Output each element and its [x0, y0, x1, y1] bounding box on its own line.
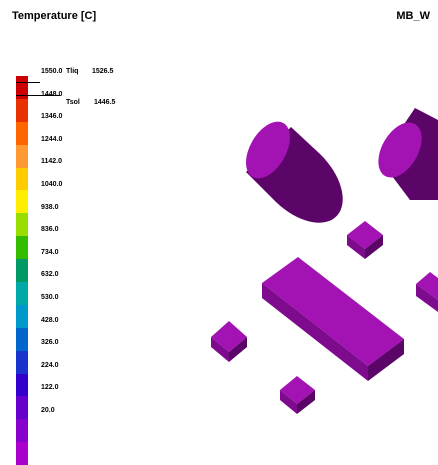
legend-tick-label: 938.0: [41, 203, 59, 211]
legend-color-9: [16, 282, 28, 305]
legend-color-16: [16, 442, 28, 465]
cylinder-part-right[interactable]: [369, 108, 438, 200]
legend-tick-label: 20.0: [41, 407, 55, 414]
legend-color-12: [16, 350, 28, 374]
result-title: Temperature [C]: [12, 10, 97, 22]
legend-tick-label: 122.0: [41, 384, 59, 392]
legend-tick-label: 1040.0: [41, 181, 63, 188]
legend-color-2: [16, 121, 28, 145]
tsol-label: Tsol: [66, 99, 80, 106]
legend-tick-label: 1142.0: [41, 158, 63, 166]
legend-color-13: [16, 373, 28, 397]
legend-color-1: [16, 98, 28, 122]
tsol-marker-line: [16, 95, 60, 96]
legend-color-4: [16, 167, 28, 191]
legend-tick-label: 1346.0: [41, 113, 63, 121]
legend-tick-label: 836.0: [41, 226, 59, 234]
legend-tick-label: 326.0: [41, 339, 59, 347]
legend-tick-label: 1550.0: [41, 68, 63, 75]
legend-color-15: [16, 419, 28, 443]
cylinder-part-left[interactable]: [237, 114, 343, 223]
legend-color-7: [16, 236, 28, 260]
legend-tick-label: 632.0: [41, 271, 59, 279]
legend-color-5: [16, 190, 28, 214]
legend-tick-label: 734.0: [41, 248, 59, 256]
long-bar-part[interactable]: [262, 257, 404, 381]
legend-color-14: [16, 396, 28, 420]
legend-tick-label: 1244.0: [41, 135, 63, 143]
legend-tick-label: 224.0: [41, 361, 59, 369]
legend-color-10: [16, 304, 28, 328]
legend-color-11: [16, 327, 28, 351]
legend-tick-label: 530.0: [41, 294, 59, 301]
tliq-marker-line: [16, 82, 40, 83]
tliq-label: Tliq: [66, 68, 79, 75]
legend-tick-label: 1448.0: [41, 91, 62, 98]
legend-color-3: [16, 144, 28, 168]
small-cube-part-1[interactable]: [347, 221, 383, 259]
case-name: MB_W: [396, 10, 430, 22]
model-viewport[interactable]: [0, 0, 438, 422]
small-cube-part-3[interactable]: [211, 321, 247, 362]
small-cube-part-4[interactable]: [280, 376, 315, 414]
tsol-value: 1446.5: [94, 99, 116, 106]
legend-color-8: [16, 259, 28, 283]
tliq-value: 1526.5: [92, 68, 114, 75]
legend-tick-label: 428.0: [41, 316, 59, 324]
small-cube-part-2[interactable]: [416, 272, 438, 312]
legend-color-6: [16, 213, 28, 237]
legend-color-0: [16, 76, 28, 99]
